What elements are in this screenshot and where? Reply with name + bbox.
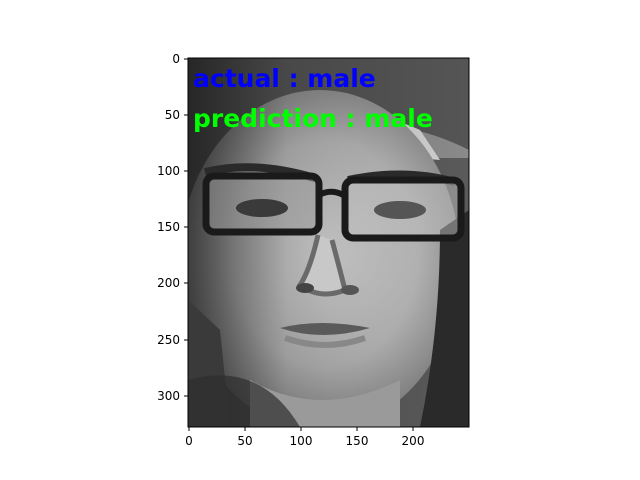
x-tick-label: 0	[185, 434, 193, 448]
x-tick-label: 200	[402, 434, 425, 448]
actual-label: actual : male	[193, 64, 376, 93]
x-tick-label: 150	[346, 434, 369, 448]
y-tick-label: 150	[157, 220, 180, 234]
prediction-label: prediction : male	[193, 104, 433, 133]
axes-frame	[187, 57, 470, 428]
y-tick-label: 0	[172, 52, 180, 66]
y-tick-label: 100	[157, 164, 180, 178]
x-axis: 0 50 100 150 200	[185, 427, 424, 448]
y-axis: 0 50 100 150 200 250 300	[157, 52, 188, 403]
y-tick-label: 200	[157, 276, 180, 290]
x-tick-label: 100	[290, 434, 313, 448]
y-tick-label: 250	[157, 333, 180, 347]
y-tick-label: 300	[157, 389, 180, 403]
x-tick-label: 50	[237, 434, 252, 448]
y-tick-label: 50	[165, 108, 180, 122]
face-photo	[188, 58, 469, 427]
